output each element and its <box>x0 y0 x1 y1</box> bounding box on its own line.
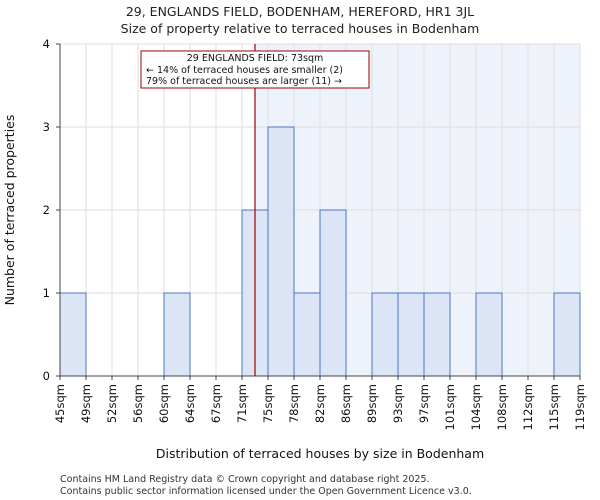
x-tick-label: 45sqm <box>53 384 67 423</box>
histogram-bar <box>371 292 399 377</box>
histogram-bar <box>59 292 87 377</box>
x-tick-label: 56sqm <box>131 384 145 423</box>
histogram-bar <box>423 292 451 377</box>
histogram-bar <box>293 292 321 377</box>
marker-annotation-box <box>140 50 370 89</box>
y-tick-label: 4 <box>43 37 50 51</box>
x-tick-label: 71sqm <box>235 384 249 423</box>
x-tick-label: 78sqm <box>287 384 301 423</box>
y-tick-label: 1 <box>43 286 50 300</box>
x-tick-label: 86sqm <box>339 384 353 423</box>
marker-annotation-smaller: ← 14% of terraced houses are smaller (2) <box>146 65 343 76</box>
x-tick-label: 89sqm <box>365 384 379 423</box>
histogram-bar <box>397 292 425 377</box>
marker-annotation-title: 29 ENGLANDS FIELD: 73sqm <box>187 53 323 64</box>
y-tick-label: 2 <box>43 203 50 217</box>
x-tick-label: 93sqm <box>391 384 405 423</box>
footer-copyright: Contains HM Land Registry data © Crown c… <box>60 474 430 485</box>
histogram-bar <box>553 292 581 377</box>
x-tick-label: 75sqm <box>261 384 275 423</box>
histogram-bar <box>267 126 295 377</box>
footer-licence: Contains public sector information licen… <box>60 486 472 497</box>
x-tick-label: 60sqm <box>157 384 171 423</box>
x-tick-label: 64sqm <box>183 384 197 423</box>
y-axis-label: Number of terraced properties <box>2 115 17 306</box>
x-tick-label: 108sqm <box>495 384 509 430</box>
x-tick-label: 67sqm <box>209 384 223 423</box>
marker-annotation-larger: 79% of terraced houses are larger (11) → <box>146 76 342 87</box>
x-tick-label: 49sqm <box>79 384 93 423</box>
x-axis-label: Distribution of terraced houses by size … <box>156 446 484 461</box>
x-tick-label: 119sqm <box>573 384 587 430</box>
histogram-bar <box>163 292 191 377</box>
x-tick-label: 112sqm <box>521 384 535 430</box>
histogram-bar <box>475 292 503 377</box>
chart-title-address: 29, ENGLANDS FIELD, BODENHAM, HEREFORD, … <box>125 4 475 19</box>
y-tick-label: 3 <box>43 120 50 134</box>
x-tick-label: 52sqm <box>105 384 119 423</box>
x-tick-label: 101sqm <box>443 384 457 430</box>
histogram-bar <box>319 209 347 377</box>
chart-title: Size of property relative to terraced ho… <box>120 21 480 36</box>
x-tick-label: 97sqm <box>417 384 431 423</box>
y-tick-label: 0 <box>43 369 50 383</box>
x-tick-label: 115sqm <box>547 384 561 430</box>
x-tick-label: 104sqm <box>469 384 483 430</box>
x-tick-label: 82sqm <box>313 384 327 423</box>
